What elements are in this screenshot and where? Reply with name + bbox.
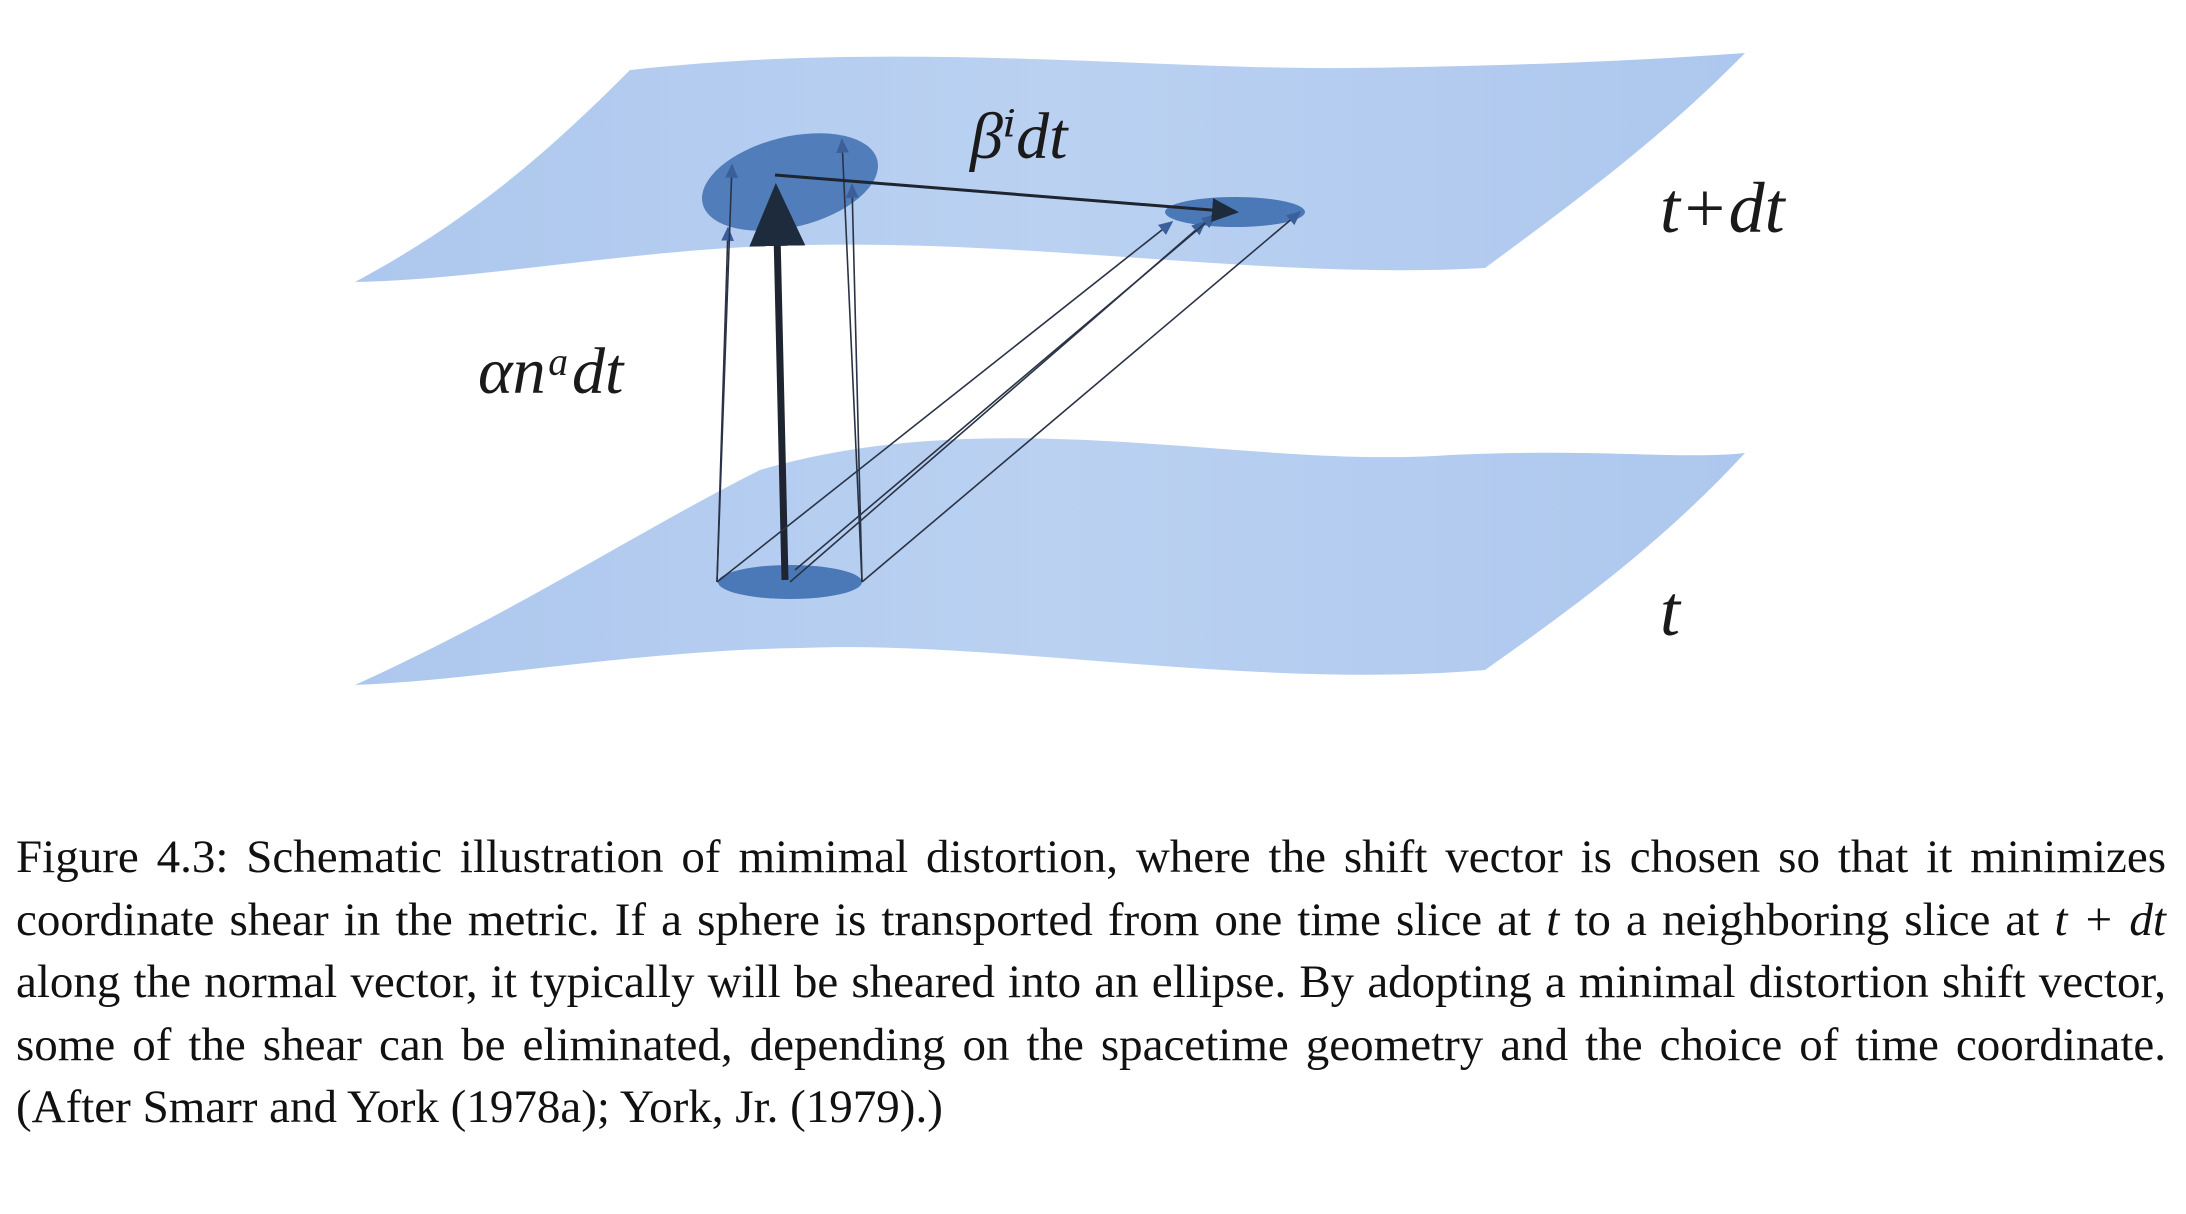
shift-label: βⁱdt <box>968 100 1069 173</box>
lapse-label: αnᵃdt <box>478 335 625 408</box>
lower-time-slice <box>355 438 1745 685</box>
caption-text-1: Figure 4.3: Schematic illustration of mi… <box>16 831 2166 946</box>
caption-text-3: along the normal vector, it typically wi… <box>16 956 2166 1133</box>
figure-caption: Figure 4.3: Schematic illustration of mi… <box>16 826 2166 1139</box>
caption-var-t: t <box>1546 893 1560 946</box>
upper-slice-label: t+dt <box>1660 168 1787 248</box>
normal-vector-arrow <box>749 183 806 581</box>
shift-vector-arrow <box>774 173 1239 223</box>
shifted-transport-arrows <box>716 210 1302 583</box>
normal-transport-arrows <box>716 138 863 583</box>
caption-text-2: to a neighboring slice at <box>1559 893 2055 946</box>
spacetime-slices-diagram: βⁱdt αnᵃdt t+dt t <box>355 53 1787 685</box>
caption-var-t-plus-dt: t + dt <box>2054 893 2166 946</box>
ellipse-normal-transport <box>701 133 879 231</box>
upper-time-slice <box>355 53 1745 282</box>
figure: βⁱdt αnᵃdt t+dt t <box>355 53 1787 685</box>
lower-slice-label: t <box>1660 571 1682 651</box>
